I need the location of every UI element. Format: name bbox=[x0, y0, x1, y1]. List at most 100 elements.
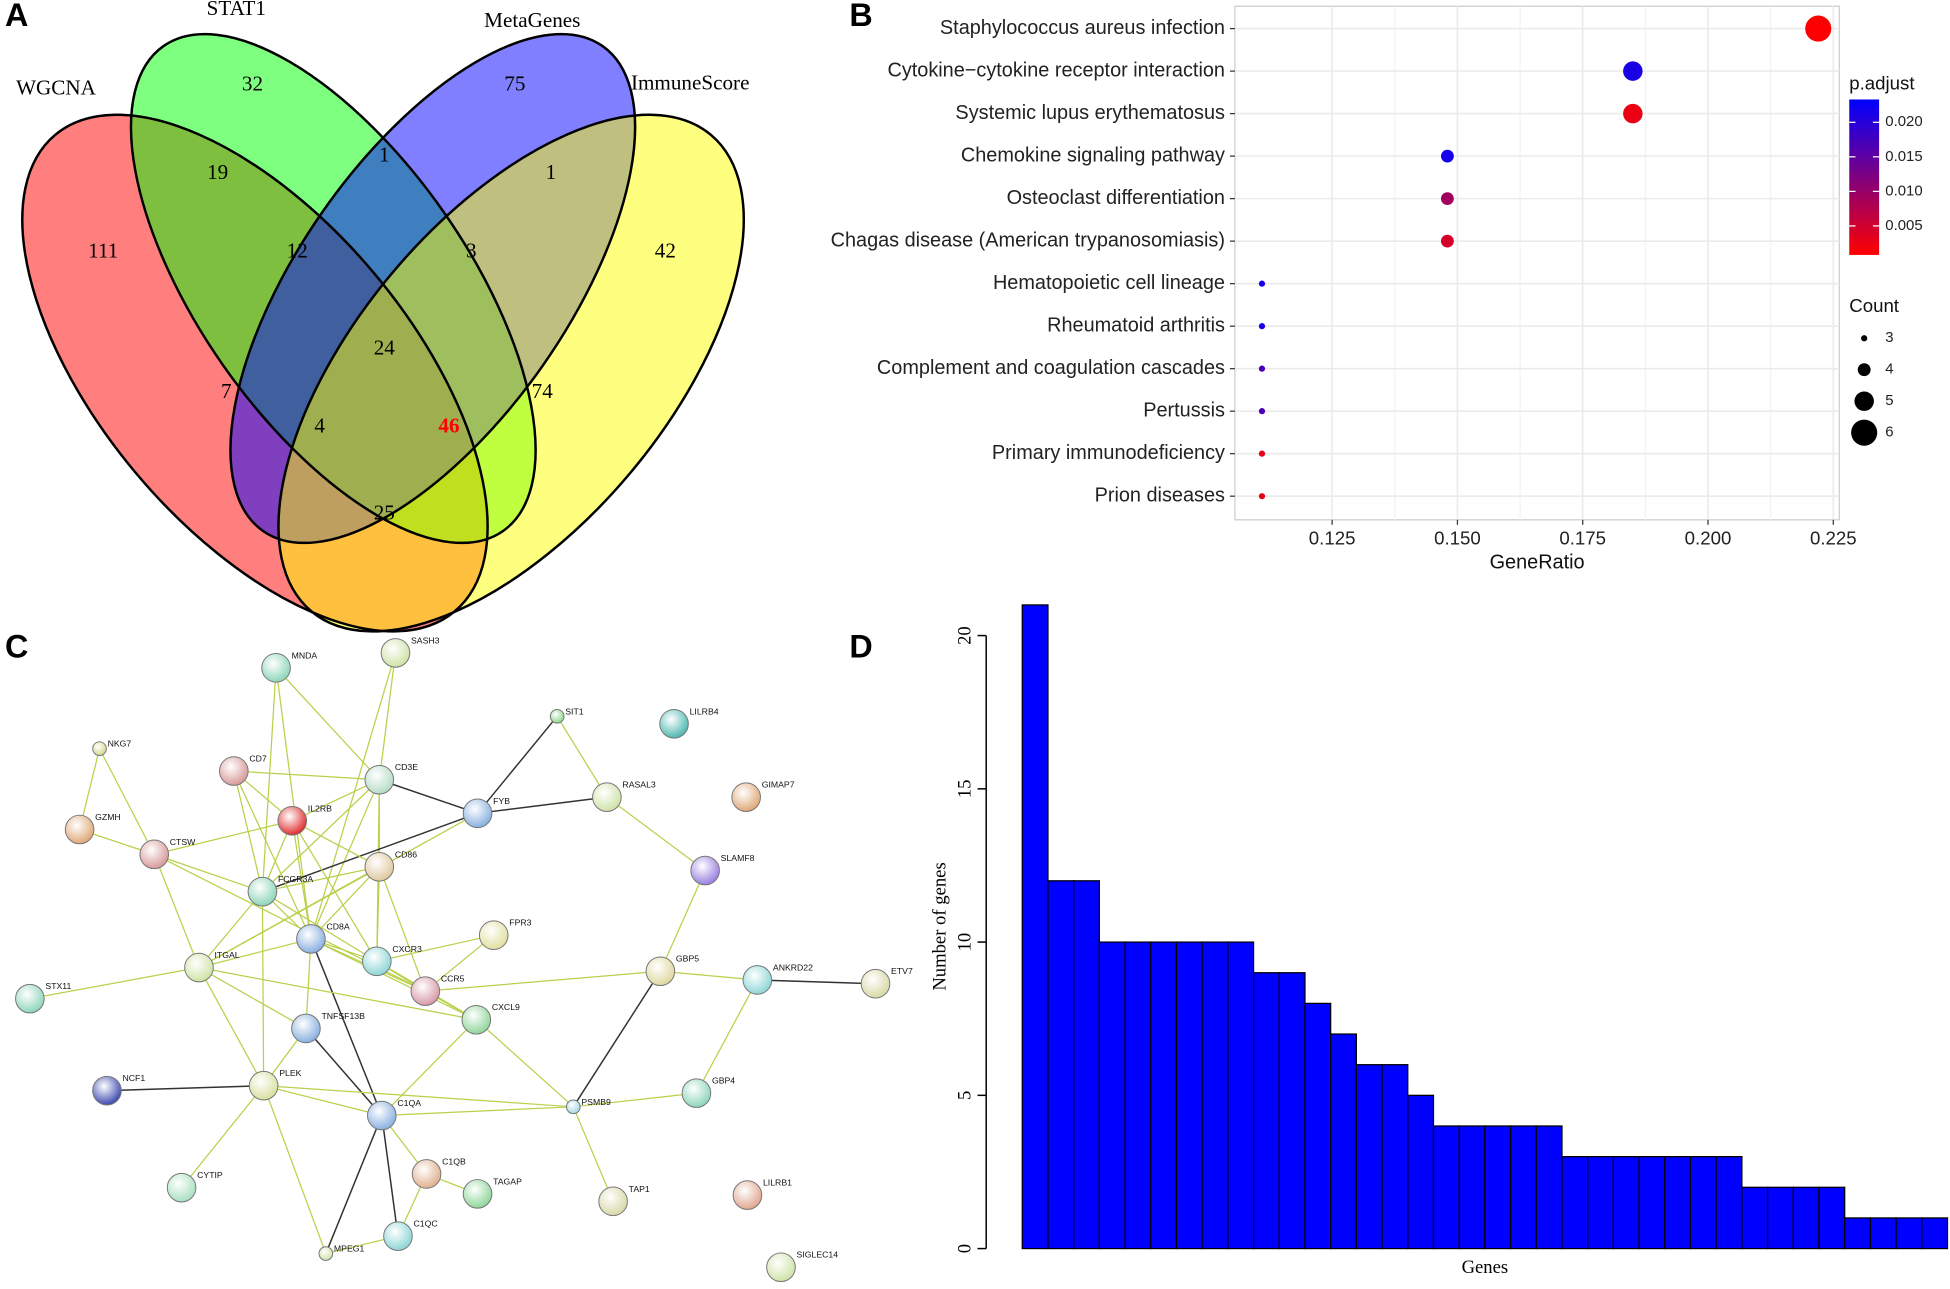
dot bbox=[1258, 323, 1266, 330]
node bbox=[364, 764, 395, 795]
node-label: MNDA bbox=[292, 650, 318, 660]
region-count: 75 bbox=[504, 72, 525, 96]
y-tick-label: 15 bbox=[955, 780, 976, 799]
legend-tick-label: 0.010 bbox=[1885, 182, 1922, 199]
edge bbox=[262, 866, 380, 893]
edge bbox=[198, 966, 477, 1021]
node bbox=[645, 956, 676, 987]
edge bbox=[263, 1085, 382, 1117]
bar bbox=[1381, 1064, 1409, 1250]
bar bbox=[1587, 1156, 1615, 1250]
y-axis-title: Number of genes bbox=[930, 862, 951, 990]
edge bbox=[310, 938, 383, 1116]
set-label: STAT1 bbox=[207, 0, 266, 20]
node-label: FPR3 bbox=[509, 918, 531, 928]
node-label: ITGAL bbox=[215, 950, 240, 960]
legend-dot bbox=[1851, 419, 1878, 446]
bar bbox=[1484, 1125, 1512, 1250]
node-label: SIT1 bbox=[565, 706, 584, 716]
node-label: RASAL3 bbox=[622, 780, 655, 790]
edge bbox=[310, 779, 380, 940]
edge bbox=[477, 796, 607, 815]
edge bbox=[233, 770, 312, 940]
bar bbox=[1098, 941, 1126, 1250]
node-label: GBP5 bbox=[676, 954, 699, 964]
legend-tick-label: 0.005 bbox=[1885, 217, 1922, 234]
region-count: 46 bbox=[438, 414, 459, 438]
node-label: PSMB9 bbox=[581, 1097, 611, 1107]
bar bbox=[1715, 1156, 1743, 1250]
node-label: CYTIP bbox=[197, 1170, 223, 1180]
node-label: SLAMF8 bbox=[721, 853, 755, 863]
bar bbox=[1355, 1064, 1383, 1250]
node bbox=[860, 968, 891, 999]
legend-label: 5 bbox=[1885, 392, 1893, 409]
node-label: CXCL9 bbox=[492, 1002, 520, 1012]
edge bbox=[154, 820, 293, 855]
node bbox=[681, 1078, 712, 1108]
dot-plot: 0.125 0.150 0.175 0.200 0.225 GeneRatio Staphy… bbox=[831, 5, 1923, 574]
edge bbox=[606, 796, 706, 872]
y-tick-label: 5 bbox=[955, 1091, 976, 1100]
bar bbox=[1766, 1186, 1794, 1250]
dot bbox=[1258, 365, 1266, 372]
node bbox=[462, 798, 493, 829]
node bbox=[383, 1221, 413, 1251]
edge bbox=[262, 812, 478, 893]
edge bbox=[106, 1084, 264, 1092]
bar-chart: 0 5 10 15 20 Genes Number of genes bbox=[930, 604, 1949, 1278]
legend-title: p.adjust bbox=[1849, 72, 1915, 93]
node bbox=[549, 708, 565, 724]
node bbox=[742, 965, 773, 995]
bar bbox=[1664, 1156, 1692, 1250]
legend-dot bbox=[1857, 363, 1871, 377]
node-label: STX11 bbox=[45, 981, 71, 991]
node bbox=[731, 782, 761, 812]
region-count: 3 bbox=[466, 238, 477, 262]
bar bbox=[1921, 1217, 1949, 1250]
legend-label: 6 bbox=[1885, 424, 1893, 441]
x-tick-label: 0.150 bbox=[1434, 528, 1481, 549]
x-tick-label: 0.125 bbox=[1309, 528, 1356, 549]
node bbox=[565, 1099, 581, 1115]
bar bbox=[1227, 941, 1255, 1250]
panel-label: C bbox=[5, 629, 28, 665]
edge bbox=[154, 853, 263, 893]
node-label: C1QC bbox=[414, 1219, 438, 1229]
node-label: LILRB4 bbox=[690, 706, 719, 716]
node-label: CD7 bbox=[249, 754, 267, 764]
edge bbox=[305, 938, 312, 1029]
bar bbox=[1201, 941, 1229, 1250]
node-label: GBP4 bbox=[712, 1076, 735, 1086]
legend-tick-label: 0.015 bbox=[1885, 148, 1922, 165]
y-tick-label: Staphylococcus aureus infection bbox=[940, 17, 1225, 39]
node bbox=[478, 920, 509, 950]
set-label: WGCNA bbox=[16, 75, 97, 99]
node-label: MPEG1 bbox=[334, 1244, 365, 1254]
edge bbox=[379, 779, 478, 815]
bar bbox=[1047, 880, 1075, 1250]
region-count: 74 bbox=[532, 379, 554, 403]
bar bbox=[1638, 1156, 1666, 1250]
network: MNDA SASH3 SIT1 LILRB4 NKG7 CD7 CD3E RASAL3 GIMA… bbox=[15, 635, 913, 1283]
bar bbox=[1689, 1156, 1717, 1250]
edge bbox=[275, 667, 380, 781]
panel-label: B bbox=[849, 0, 872, 33]
x-axis-title: GeneRatio bbox=[1490, 552, 1585, 574]
edge bbox=[325, 1115, 383, 1254]
node bbox=[291, 1013, 321, 1044]
node-label: TNFSF13B bbox=[321, 1011, 365, 1021]
x-tick-label: 0.175 bbox=[1559, 528, 1606, 549]
bar bbox=[1252, 972, 1280, 1250]
node bbox=[411, 1159, 442, 1189]
y-tick-label: Complement and coagulation cascades bbox=[877, 357, 1225, 379]
bar bbox=[1175, 941, 1203, 1250]
edge bbox=[376, 866, 380, 962]
bar bbox=[1612, 1156, 1640, 1250]
node-label: CD8A bbox=[326, 921, 349, 931]
node-label: FYB bbox=[493, 796, 510, 806]
node bbox=[166, 1172, 197, 1203]
bar bbox=[1741, 1186, 1769, 1250]
node-label: NKG7 bbox=[108, 739, 132, 749]
